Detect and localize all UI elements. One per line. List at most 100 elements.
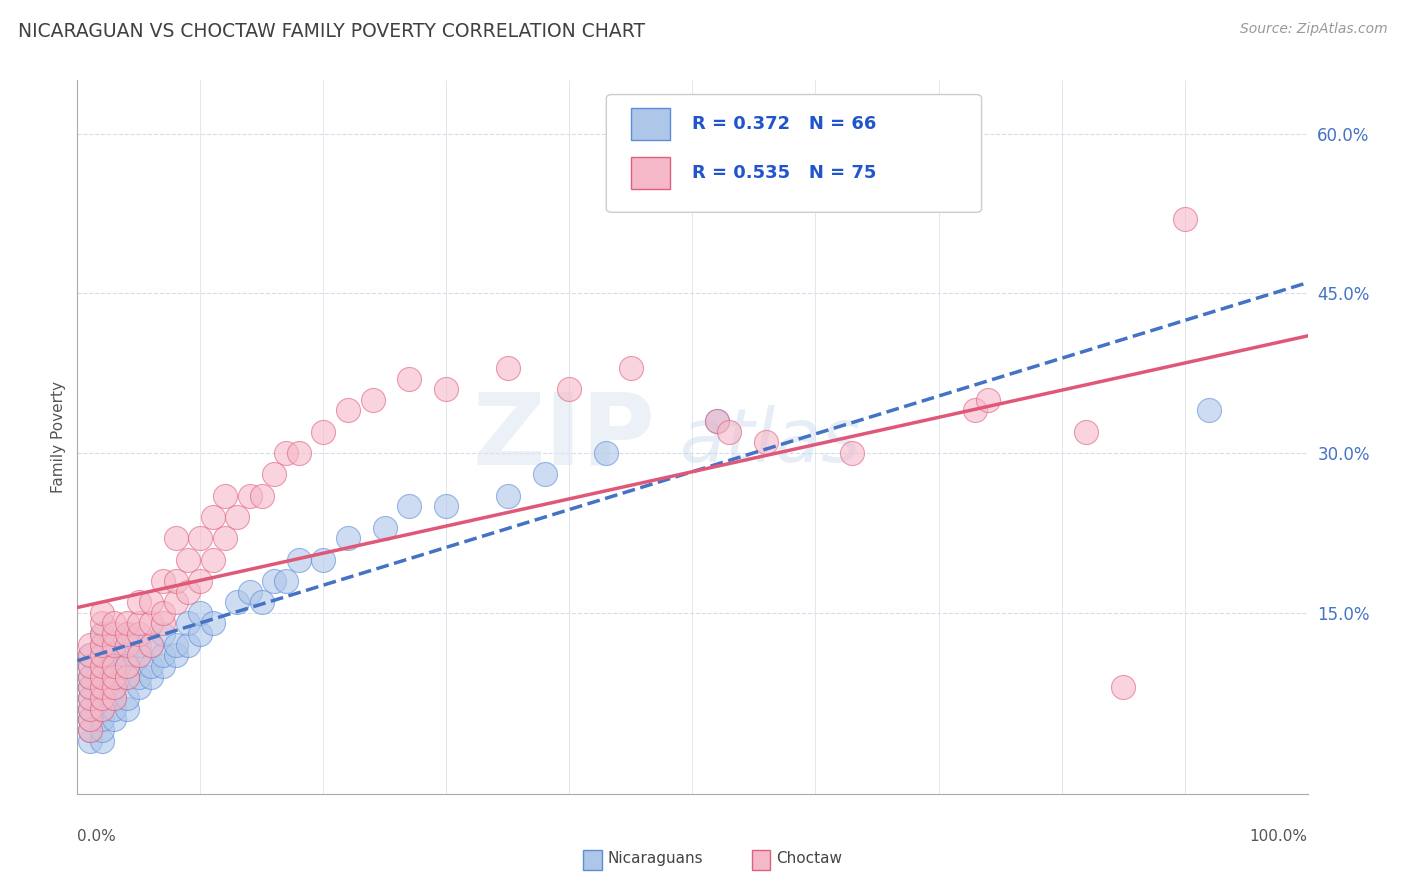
Point [115,616,138,631]
Point [337,403,360,417]
Point [90,681,114,695]
Point [79,638,101,652]
Point [250,595,273,609]
Point [201,616,224,631]
Point [79,733,101,747]
Point [226,510,249,524]
Y-axis label: Family Poverty: Family Poverty [51,381,66,493]
Point [276,446,298,460]
Point [263,467,285,482]
Point [214,531,236,545]
Point [103,712,125,726]
Point [90,670,114,684]
Point [312,552,335,566]
Point [115,627,138,641]
Point [201,552,224,566]
Text: R = 0.535   N = 75: R = 0.535 N = 75 [693,164,877,182]
Point [79,691,101,706]
Text: Choctaw: Choctaw [776,851,842,865]
Point [141,638,163,652]
Point [201,510,224,524]
Point [141,595,163,609]
Point [90,691,114,706]
Point [165,638,187,652]
Point [90,733,114,747]
Point [103,616,125,631]
Point [115,659,138,673]
Point [977,392,1000,407]
Point [103,659,125,673]
Point [90,712,114,726]
Point [128,638,150,652]
Point [90,681,114,695]
Point [128,681,150,695]
Point [128,648,150,663]
Point [79,648,101,663]
Point [90,670,114,684]
Point [115,627,138,641]
Point [90,701,114,715]
Point [177,584,200,599]
Point [79,723,101,737]
Point [1112,681,1135,695]
Point [90,648,114,663]
Point [152,627,174,641]
Point [177,552,200,566]
Point [79,648,101,663]
Point [115,638,138,652]
Point [90,638,114,652]
Point [128,595,150,609]
Point [141,616,163,631]
Text: NICARAGUAN VS CHOCTAW FAMILY POVERTY CORRELATION CHART: NICARAGUAN VS CHOCTAW FAMILY POVERTY COR… [18,22,645,41]
Point [152,659,174,673]
Point [103,638,125,652]
Text: 100.0%: 100.0% [1250,830,1308,844]
Text: R = 0.372   N = 66: R = 0.372 N = 66 [693,115,877,133]
Point [190,627,212,641]
Point [706,414,728,428]
Point [1174,211,1197,226]
Point [276,574,298,588]
Text: 0.0%: 0.0% [77,830,117,844]
Point [263,574,285,588]
Point [79,701,101,715]
Point [965,403,987,417]
Point [214,489,236,503]
Point [90,638,114,652]
Point [90,648,114,663]
Point [398,500,420,514]
Point [103,691,125,706]
Point [90,627,114,641]
Text: ZIP: ZIP [472,389,655,485]
Text: Source: ZipAtlas.com: Source: ZipAtlas.com [1240,22,1388,37]
Point [165,531,187,545]
Point [79,712,101,726]
Point [496,360,519,375]
Point [288,446,311,460]
Point [152,574,174,588]
Point [190,606,212,620]
Point [79,681,101,695]
Point [165,595,187,609]
Point [128,648,150,663]
Point [90,701,114,715]
Point [841,446,863,460]
Point [115,691,138,706]
Point [436,500,458,514]
Point [165,648,187,663]
Point [115,670,138,684]
Point [90,723,114,737]
Point [706,414,728,428]
Point [177,638,200,652]
Point [103,691,125,706]
Point [288,552,311,566]
Point [79,712,101,726]
Point [361,392,384,407]
Point [141,670,163,684]
Bar [631,157,671,189]
Point [79,659,101,673]
Point [436,382,458,396]
Point [115,648,138,663]
Point [90,627,114,641]
Point [103,670,125,684]
